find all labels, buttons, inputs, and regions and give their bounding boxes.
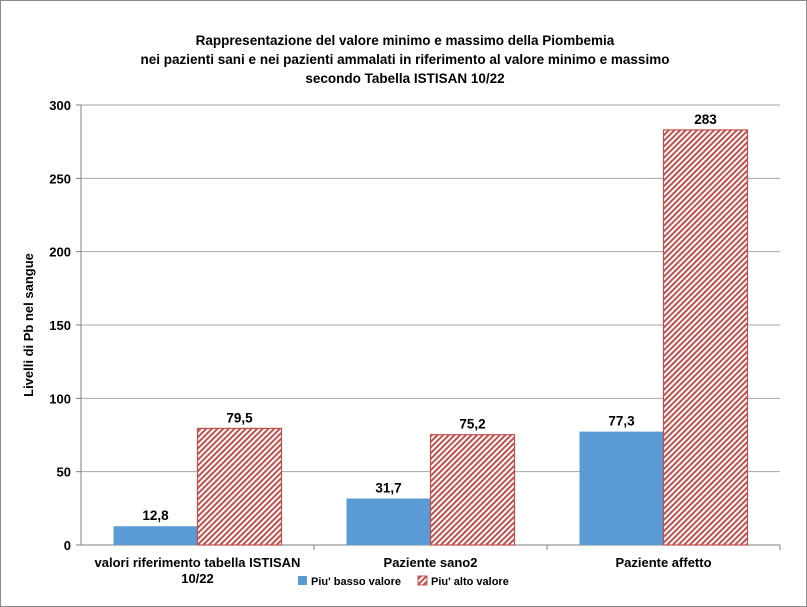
y-tick-label: 200 — [49, 245, 71, 260]
bar-max-value — [662, 129, 749, 546]
bar-min-value — [579, 431, 664, 545]
y-tick-label: 50 — [57, 465, 71, 480]
data-label: 12,8 — [142, 508, 169, 523]
legend-label: Piu' basso valore — [311, 576, 401, 588]
bar-min-value — [113, 526, 198, 545]
y-tick-label: 300 — [49, 98, 71, 113]
chart-title-line-3: secondo Tabella ISTISAN 10/22 — [305, 71, 505, 86]
x-category-label: Paziente sano2 — [384, 555, 478, 570]
chart-title-line-1: Rappresentazione del valore minimo e mas… — [195, 33, 615, 48]
y-tick-label: 100 — [49, 391, 71, 406]
y-tick-label: 250 — [49, 171, 71, 186]
y-tick-label: 0 — [64, 538, 71, 553]
data-label: 75,2 — [459, 417, 485, 432]
data-label: 283 — [694, 112, 717, 127]
y-tick-label: 150 — [49, 318, 71, 333]
legend-label: Piu' alto valore — [431, 576, 509, 588]
legend-swatch-max — [417, 575, 428, 586]
legend-swatch-min — [298, 576, 307, 585]
x-category-label: Paziente affetto — [615, 555, 711, 570]
bar-min-value — [346, 498, 431, 545]
data-label: 79,5 — [226, 410, 253, 425]
bar-max-value — [429, 434, 516, 546]
data-label: 31,7 — [375, 481, 401, 496]
data-label: 77,3 — [608, 414, 635, 429]
x-category-label: valori riferimento tabella ISTISAN — [95, 555, 301, 570]
bar-max-value — [196, 427, 283, 546]
y-axis-title: Livelli di Pb nel sangue — [21, 253, 36, 397]
chart-title-line-2: nei pazienti sani e nei pazienti ammalat… — [140, 52, 670, 67]
x-category-label: 10/22 — [181, 571, 214, 586]
